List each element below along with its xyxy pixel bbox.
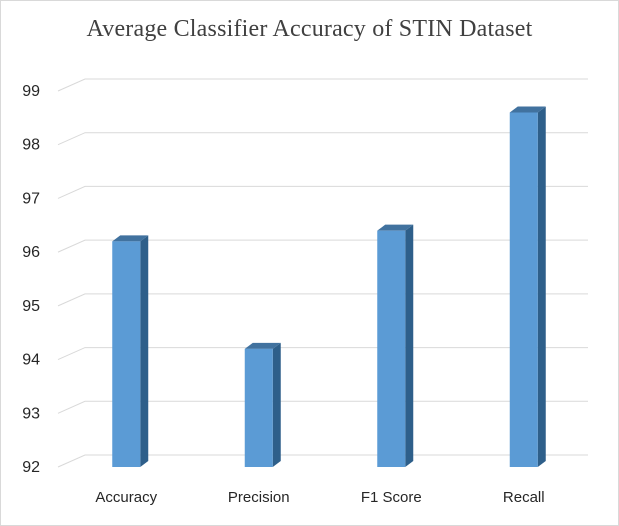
bar-side-face xyxy=(140,235,149,467)
bar xyxy=(112,235,149,467)
x-category-label: Recall xyxy=(503,489,545,506)
y-tick-label: 94 xyxy=(22,352,40,369)
gridline xyxy=(57,78,588,92)
x-category-label: Accuracy xyxy=(95,489,157,506)
bar-side-face xyxy=(272,342,281,467)
chart-title: Average Classifier Accuracy of STIN Data… xyxy=(86,16,533,42)
x-category-label: Precision xyxy=(228,489,290,506)
bar xyxy=(377,224,414,467)
y-tick-label: 93 xyxy=(22,405,40,422)
y-axis-tick-labels: 92 93 94 95 96 97 98 99 xyxy=(22,83,40,476)
gridline xyxy=(57,347,588,361)
bar-top-face xyxy=(112,235,149,242)
gridline xyxy=(57,239,588,253)
gridline xyxy=(57,132,588,146)
x-category-label: F1 Score xyxy=(361,489,422,506)
y-tick-label: 97 xyxy=(22,190,40,207)
bar-front-face xyxy=(377,230,406,467)
y-tick-label: 92 xyxy=(22,459,40,476)
x-axis-category-labels: Accuracy Precision F1 Score Recall xyxy=(95,489,544,506)
gridline xyxy=(57,185,588,199)
bar-front-face xyxy=(509,112,538,467)
bar xyxy=(509,106,546,467)
bar-side-face xyxy=(537,106,546,467)
bar-front-face xyxy=(112,241,141,467)
y-tick-label: 96 xyxy=(22,244,40,261)
gridline xyxy=(57,400,588,414)
bar-side-face xyxy=(405,224,414,467)
bar-top-face xyxy=(377,224,414,231)
bar-top-face xyxy=(244,342,281,349)
gridline xyxy=(57,293,588,307)
gridline xyxy=(57,454,588,468)
bar-top-face xyxy=(509,106,546,113)
gridlines xyxy=(57,78,588,468)
bar xyxy=(244,342,281,467)
y-tick-label: 99 xyxy=(22,83,40,100)
bar-front-face xyxy=(244,348,273,467)
y-tick-label: 98 xyxy=(22,137,40,154)
bars xyxy=(112,106,546,467)
y-tick-label: 95 xyxy=(22,298,40,315)
